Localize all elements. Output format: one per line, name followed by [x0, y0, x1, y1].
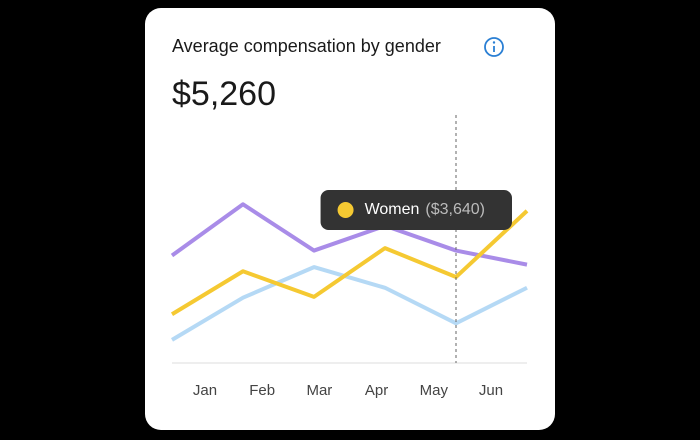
- tooltip: Women ($3,640): [320, 190, 512, 231]
- tooltip-dot: [337, 202, 354, 219]
- headline-value: $5,260: [172, 75, 276, 113]
- x-tick-label: Apr: [365, 382, 388, 399]
- series-line: [170, 209, 529, 316]
- x-tick-label: May: [420, 382, 449, 399]
- x-tick-label: Jan: [193, 382, 217, 399]
- tooltip-box: [320, 190, 512, 231]
- x-tick-label: Feb: [249, 382, 275, 399]
- info-icon[interactable]: [484, 37, 504, 57]
- x-tick-label: Mar: [306, 382, 332, 399]
- tooltip-value: ($3,640): [425, 201, 485, 218]
- series-line: [170, 202, 528, 267]
- card-title: Average compensation by gender: [172, 36, 441, 56]
- series-line: [170, 265, 528, 342]
- x-tick-label: Jun: [479, 382, 503, 399]
- tooltip-name: Women: [365, 201, 420, 218]
